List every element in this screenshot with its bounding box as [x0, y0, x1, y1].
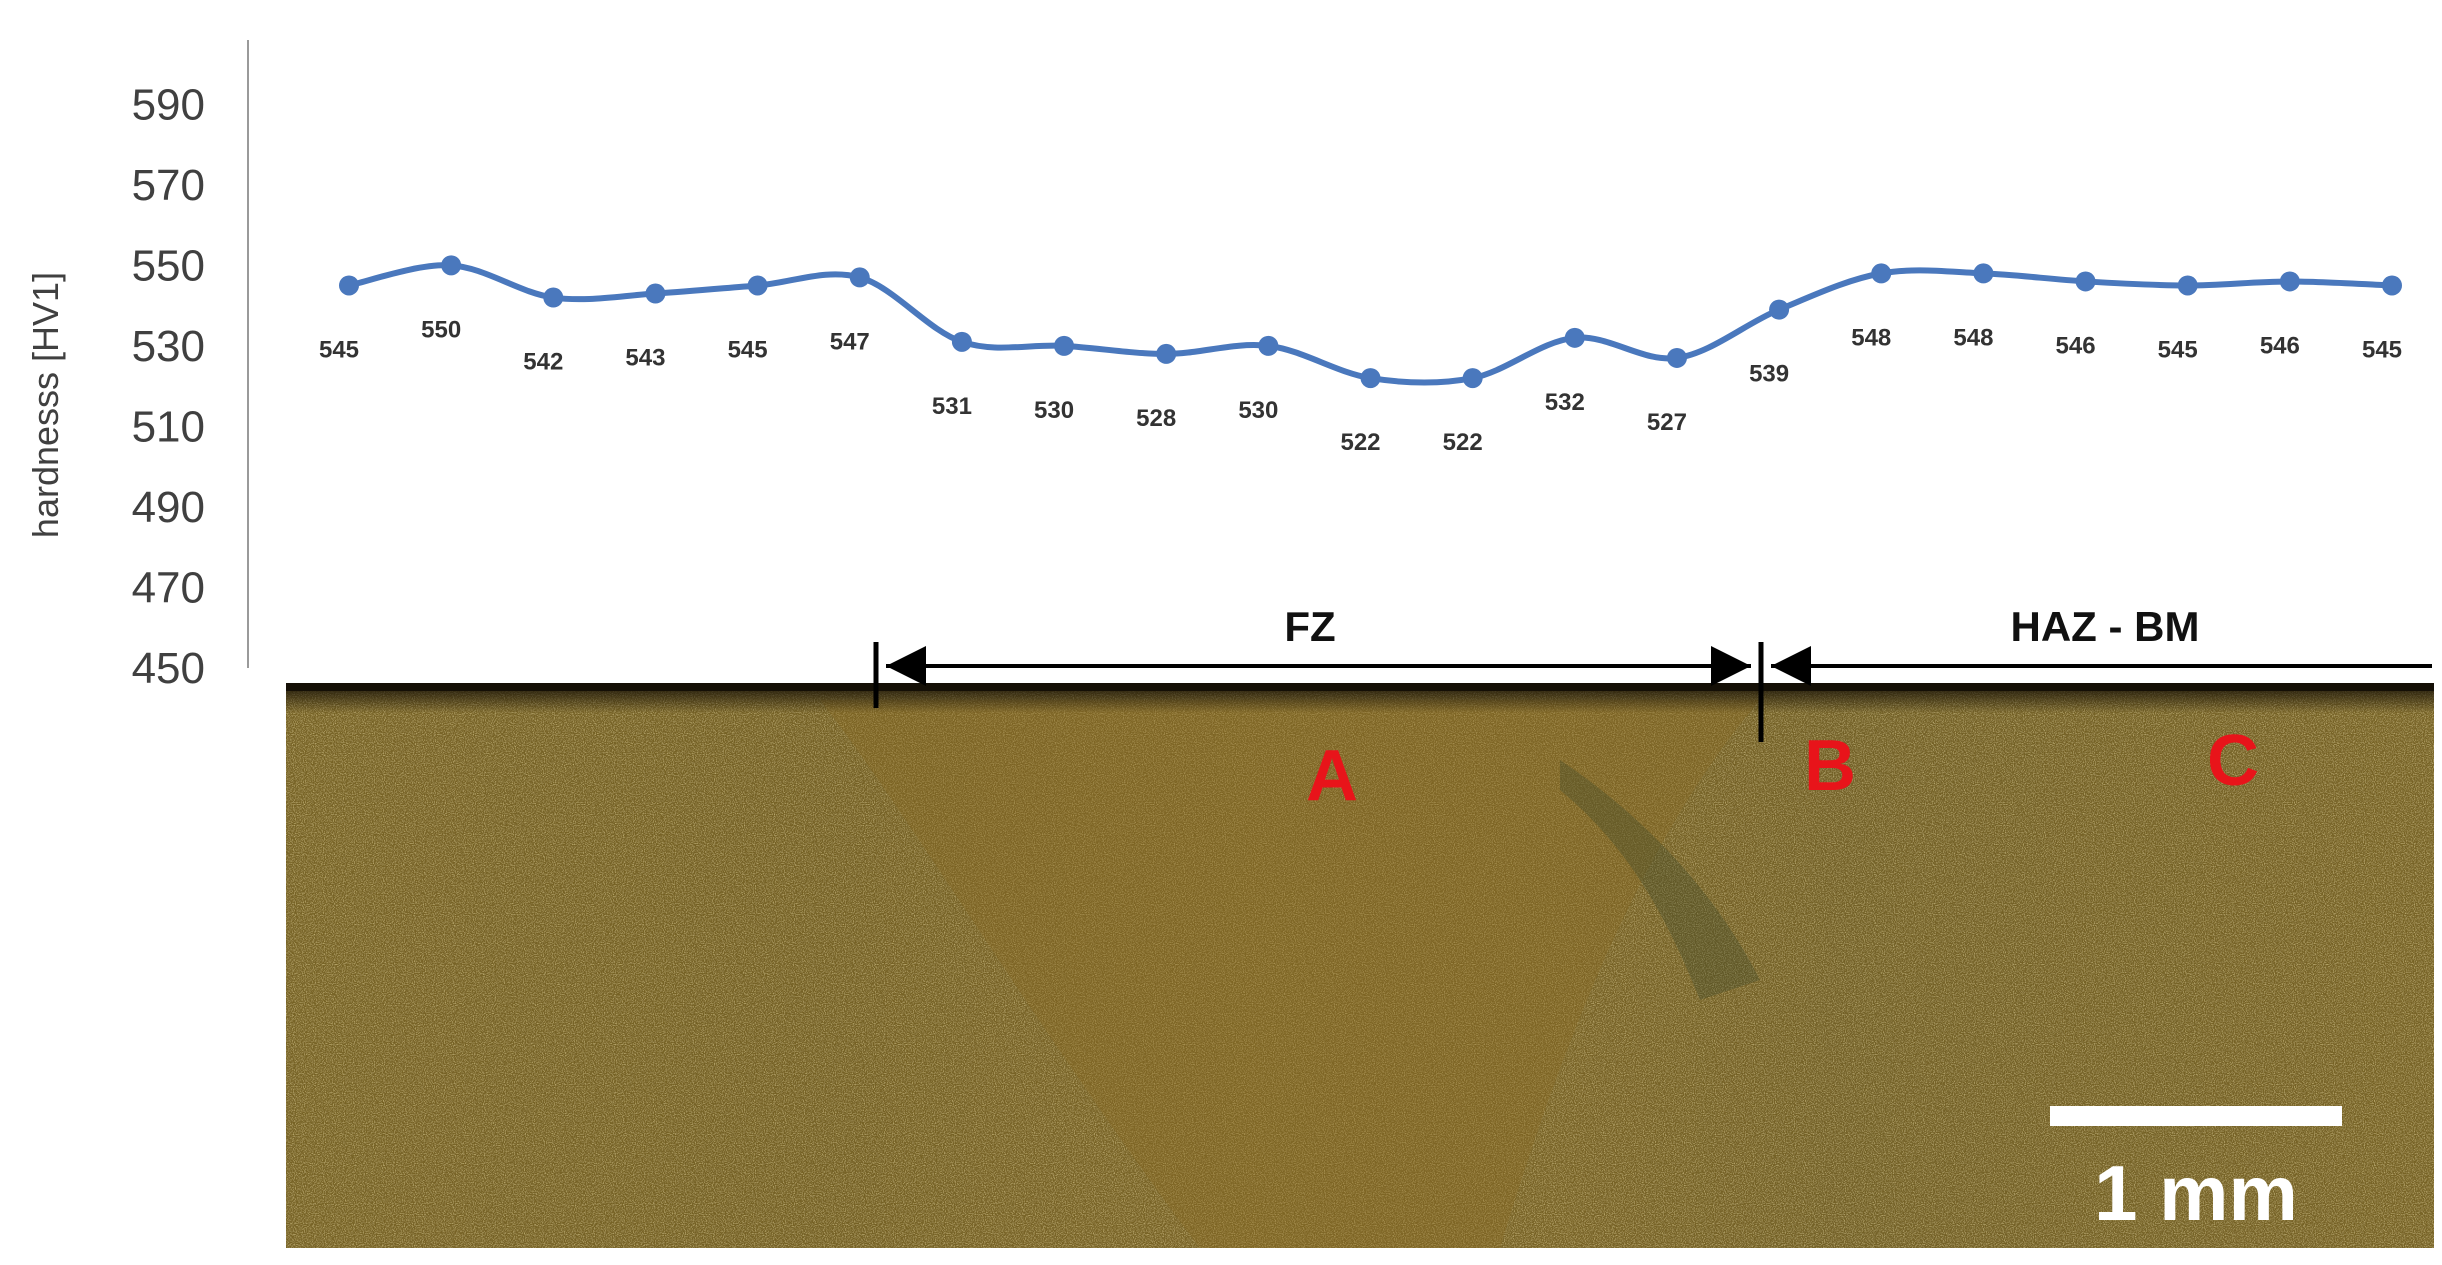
- data-label: 545: [319, 336, 359, 363]
- data-label: 547: [830, 328, 870, 355]
- scale-bar-label: 1 mm: [2094, 1149, 2298, 1237]
- data-label: 539: [1749, 361, 1789, 388]
- data-label: 530: [1238, 397, 1278, 424]
- data-point: [1462, 368, 1483, 389]
- data-point: [339, 275, 359, 296]
- data-point: [441, 255, 462, 276]
- micrograph: [286, 683, 2434, 1248]
- y-tick-label: 450: [132, 644, 205, 693]
- data-label: 532: [1545, 389, 1585, 416]
- scale-bar: 1 mm: [2050, 1106, 2342, 1237]
- data-point: [543, 287, 564, 308]
- data-point: [1564, 327, 1585, 348]
- data-label: 531: [932, 393, 972, 420]
- hardness-data-labels: 545 550 542 543 545 547 531 530 528 530 522 522 532 5…: [319, 316, 2402, 456]
- data-label: 545: [2362, 336, 2402, 363]
- data-label: 522: [1443, 429, 1483, 456]
- marker-c: C: [2207, 721, 2259, 801]
- data-point: [1666, 347, 1687, 368]
- data-point: [1871, 263, 1892, 284]
- data-label: 546: [2260, 332, 2300, 359]
- zone-annotations: FZ HAZ - BM: [873, 603, 2432, 742]
- y-tick-label: 570: [132, 161, 205, 210]
- zone-haz-bm-label: HAZ - BM: [2011, 603, 2200, 650]
- data-point: [1360, 368, 1381, 389]
- data-point: [645, 283, 666, 304]
- scale-bar-line: [2050, 1106, 2342, 1126]
- data-point: [1769, 299, 1790, 320]
- data-point: [1054, 335, 1075, 356]
- y-tick-label: 490: [132, 483, 205, 532]
- data-point: [1258, 335, 1279, 356]
- data-label: 542: [523, 349, 563, 376]
- data-label: 527: [1647, 409, 1687, 436]
- data-point: [2279, 271, 2300, 292]
- data-point: [1156, 343, 1177, 364]
- data-label: 545: [728, 336, 768, 363]
- data-label: 550: [421, 316, 461, 343]
- data-point: [951, 331, 972, 352]
- y-tick-labels: 450 470 490 510 530 550 570 590: [132, 80, 205, 693]
- data-point: [849, 267, 870, 288]
- data-point: [2382, 275, 2402, 296]
- data-point: [1973, 263, 1994, 284]
- y-axis-label: hardnesss [HV1]: [25, 272, 66, 538]
- y-tick-label: 510: [132, 402, 205, 451]
- data-label: 546: [2056, 332, 2096, 359]
- data-label: 530: [1034, 397, 1074, 424]
- y-tick-label: 590: [132, 80, 205, 129]
- y-tick-label: 530: [132, 322, 205, 371]
- data-label: 548: [1953, 324, 1993, 351]
- zone-fz-label: FZ: [1284, 603, 1335, 650]
- data-label: 528: [1136, 405, 1176, 432]
- hardness-points: [339, 255, 2402, 389]
- data-point: [747, 275, 768, 296]
- data-point: [2177, 275, 2198, 296]
- y-tick-label: 470: [132, 563, 205, 612]
- data-label: 522: [1340, 429, 1380, 456]
- marker-a: A: [1306, 736, 1358, 816]
- data-point: [2075, 271, 2096, 292]
- y-tick-label: 550: [132, 241, 205, 290]
- marker-b: B: [1804, 726, 1856, 806]
- data-label: 543: [625, 345, 665, 372]
- data-label: 548: [1851, 324, 1891, 351]
- data-label: 545: [2158, 336, 2198, 363]
